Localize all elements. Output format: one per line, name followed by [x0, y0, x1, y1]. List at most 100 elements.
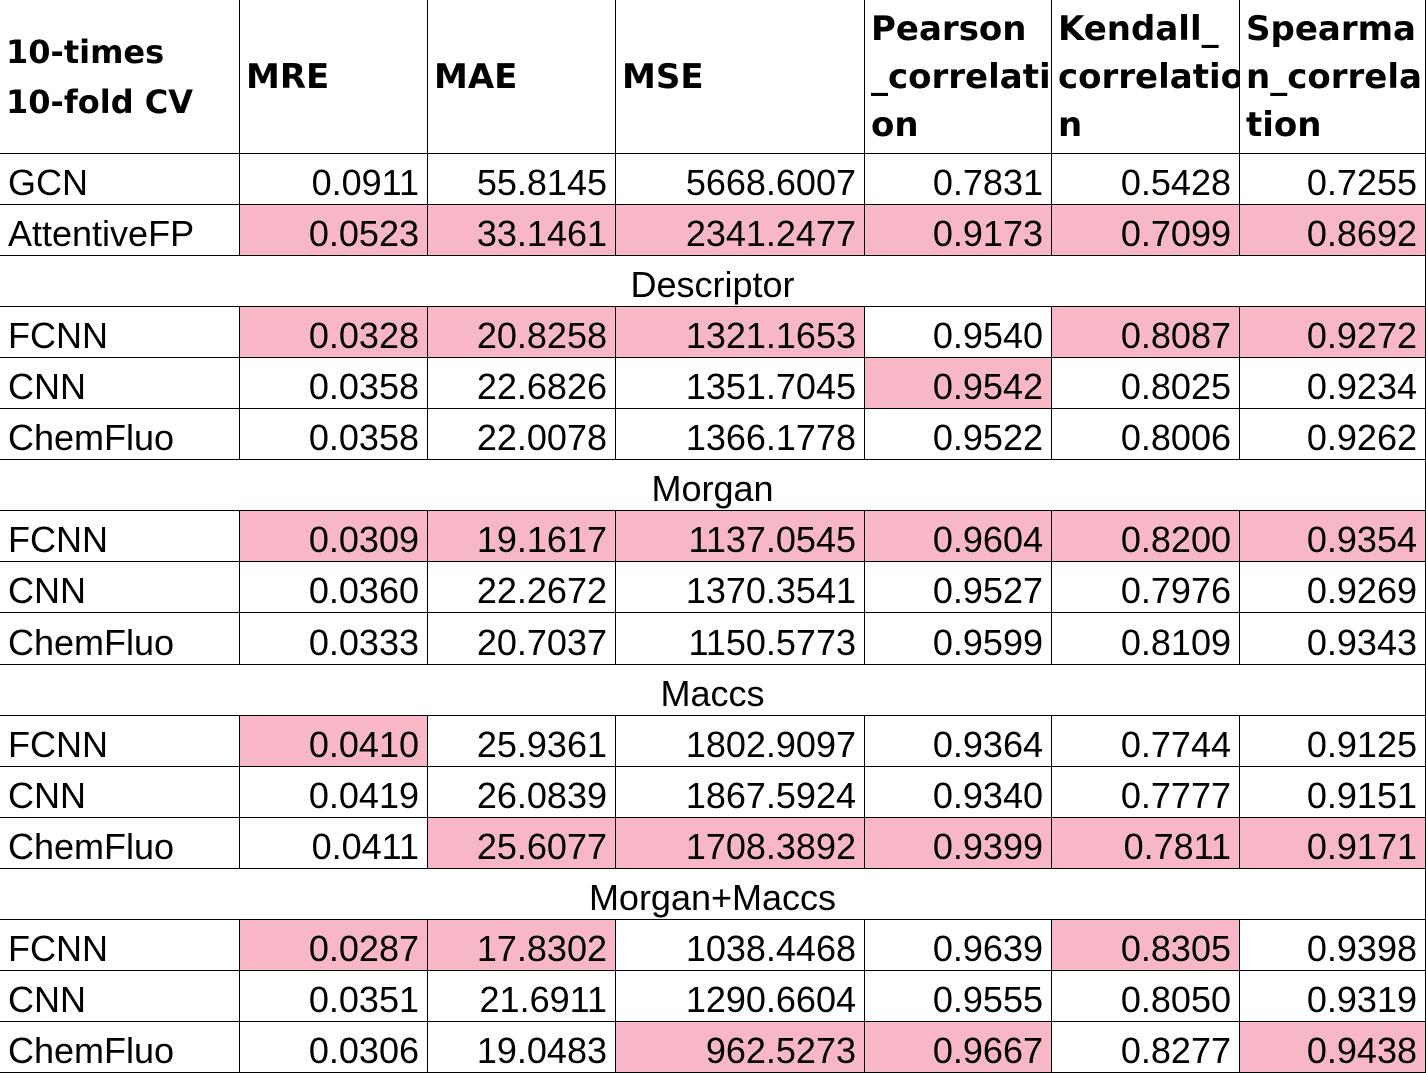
table-cell: 0.0351: [240, 971, 428, 1022]
table-cell: 21.6911: [428, 971, 616, 1022]
column-header-mse: MSE: [616, 0, 865, 154]
table-cell: 0.7831: [865, 154, 1052, 205]
table-cell: 0.0333: [240, 613, 428, 665]
row-label-chemfluo: ChemFluo: [0, 818, 240, 869]
table-cell: 0.7811: [1052, 818, 1240, 869]
table-cell: 25.6077: [428, 818, 616, 869]
column-header-line: MAE: [434, 56, 518, 97]
table-cell: 22.0078: [428, 409, 616, 460]
table-cell: 0.7976: [1052, 562, 1240, 613]
table-cell: 0.8305: [1052, 920, 1240, 971]
table-cell: 0.9667: [865, 1022, 1052, 1073]
section-header-morgan: Morgan: [0, 460, 1426, 511]
table-cell: 1370.3541: [616, 562, 865, 613]
table-cell: 20.8258: [428, 307, 616, 358]
table-cell: 0.9639: [865, 920, 1052, 971]
row-label-cnn: CNN: [0, 971, 240, 1022]
table-cell: 0.8277: [1052, 1022, 1240, 1073]
table-cell: 0.9272: [1240, 307, 1426, 358]
table-cell: 0.9319: [1240, 971, 1426, 1022]
table-cell: 0.9540: [865, 307, 1052, 358]
table-cell: 19.0483: [428, 1022, 616, 1073]
table-cell: 0.9542: [865, 358, 1052, 409]
table-cell: 1038.4468: [616, 920, 865, 971]
table-cell: 0.5428: [1052, 154, 1240, 205]
table-cell: 0.0523: [240, 205, 428, 256]
table-cell: 1867.5924: [616, 767, 865, 818]
table-cell: 0.8050: [1052, 971, 1240, 1022]
table-cell: 0.9125: [1240, 716, 1426, 767]
table-cell: 33.1461: [428, 205, 616, 256]
table-cell: 1802.9097: [616, 716, 865, 767]
table-cell: 0.7099: [1052, 205, 1240, 256]
table-cell: 0.9438: [1240, 1022, 1426, 1073]
row-label-chemfluo: ChemFluo: [0, 613, 240, 665]
table-cell: 0.0358: [240, 409, 428, 460]
table-cell: 0.0306: [240, 1022, 428, 1073]
table-cell: 1366.1778: [616, 409, 865, 460]
table-cell: 0.0360: [240, 562, 428, 613]
table-cell: 0.0911: [240, 154, 428, 205]
row-label-cnn: CNN: [0, 767, 240, 818]
table-cell: 1150.5773: [616, 613, 865, 665]
column-header-line: _correlati: [871, 56, 1051, 97]
table-cell: 0.9262: [1240, 409, 1426, 460]
column-header-line: correlatio: [1058, 56, 1240, 97]
table-cell: 962.5273: [616, 1022, 865, 1073]
table-cell: 1137.0545: [616, 511, 865, 562]
table-cell: 0.9522: [865, 409, 1052, 460]
table-cell: 0.9364: [865, 716, 1052, 767]
column-header-line: n_correla: [1246, 56, 1422, 97]
table-cell: 0.8025: [1052, 358, 1240, 409]
column-header-mae: MAE: [428, 0, 616, 154]
table-cell: 5668.6007: [616, 154, 865, 205]
header-corner-line: 10-fold CV: [6, 82, 193, 121]
table-cell: 0.7777: [1052, 767, 1240, 818]
table-cell: 0.0358: [240, 358, 428, 409]
table-cell: 0.9599: [865, 613, 1052, 665]
column-header-kendall-correlation: Kendall_ correlatio n: [1052, 0, 1240, 154]
table-cell: 26.0839: [428, 767, 616, 818]
row-label-chemfluo: ChemFluo: [0, 1022, 240, 1073]
row-label-chemfluo: ChemFluo: [0, 409, 240, 460]
column-header-line: Pearson: [871, 8, 1027, 49]
table-cell: 22.6826: [428, 358, 616, 409]
header-corner-line: 10-times: [6, 32, 165, 71]
table-cell: 0.0410: [240, 716, 428, 767]
table-cell: 0.9555: [865, 971, 1052, 1022]
column-header-line: n: [1058, 104, 1083, 145]
row-label-cnn: CNN: [0, 358, 240, 409]
table-cell: 0.0419: [240, 767, 428, 818]
column-header-line: MSE: [622, 56, 704, 97]
table-cell: 1290.6604: [616, 971, 865, 1022]
column-header-line: Spearma: [1246, 8, 1416, 49]
table-cell: 0.8692: [1240, 205, 1426, 256]
table-cell: 0.9234: [1240, 358, 1426, 409]
column-header-mre: MRE: [240, 0, 428, 154]
row-label-cnn: CNN: [0, 562, 240, 613]
row-label-gcn: GCN: [0, 154, 240, 205]
column-header-line: tion: [1246, 104, 1322, 145]
row-label-fcnn: FCNN: [0, 716, 240, 767]
table-cell: 0.9399: [865, 818, 1052, 869]
table-cell: 19.1617: [428, 511, 616, 562]
table-cell: 1351.7045: [616, 358, 865, 409]
table-cell: 0.0287: [240, 920, 428, 971]
row-label-fcnn: FCNN: [0, 307, 240, 358]
section-header-morgan-maccs: Morgan+Maccs: [0, 869, 1426, 920]
section-header-maccs: Maccs: [0, 665, 1426, 716]
table-cell: 0.9151: [1240, 767, 1426, 818]
table-cell: 55.8145: [428, 154, 616, 205]
column-header-line: MRE: [246, 56, 330, 97]
table-cell: 0.8006: [1052, 409, 1240, 460]
section-header-descriptor: Descriptor: [0, 256, 1426, 307]
table-cell: 0.9527: [865, 562, 1052, 613]
table-cell: 0.9269: [1240, 562, 1426, 613]
table-cell: 0.9343: [1240, 613, 1426, 665]
table-cell: 0.8200: [1052, 511, 1240, 562]
table-cell: 0.9340: [865, 767, 1052, 818]
column-header-line: on: [871, 104, 919, 145]
